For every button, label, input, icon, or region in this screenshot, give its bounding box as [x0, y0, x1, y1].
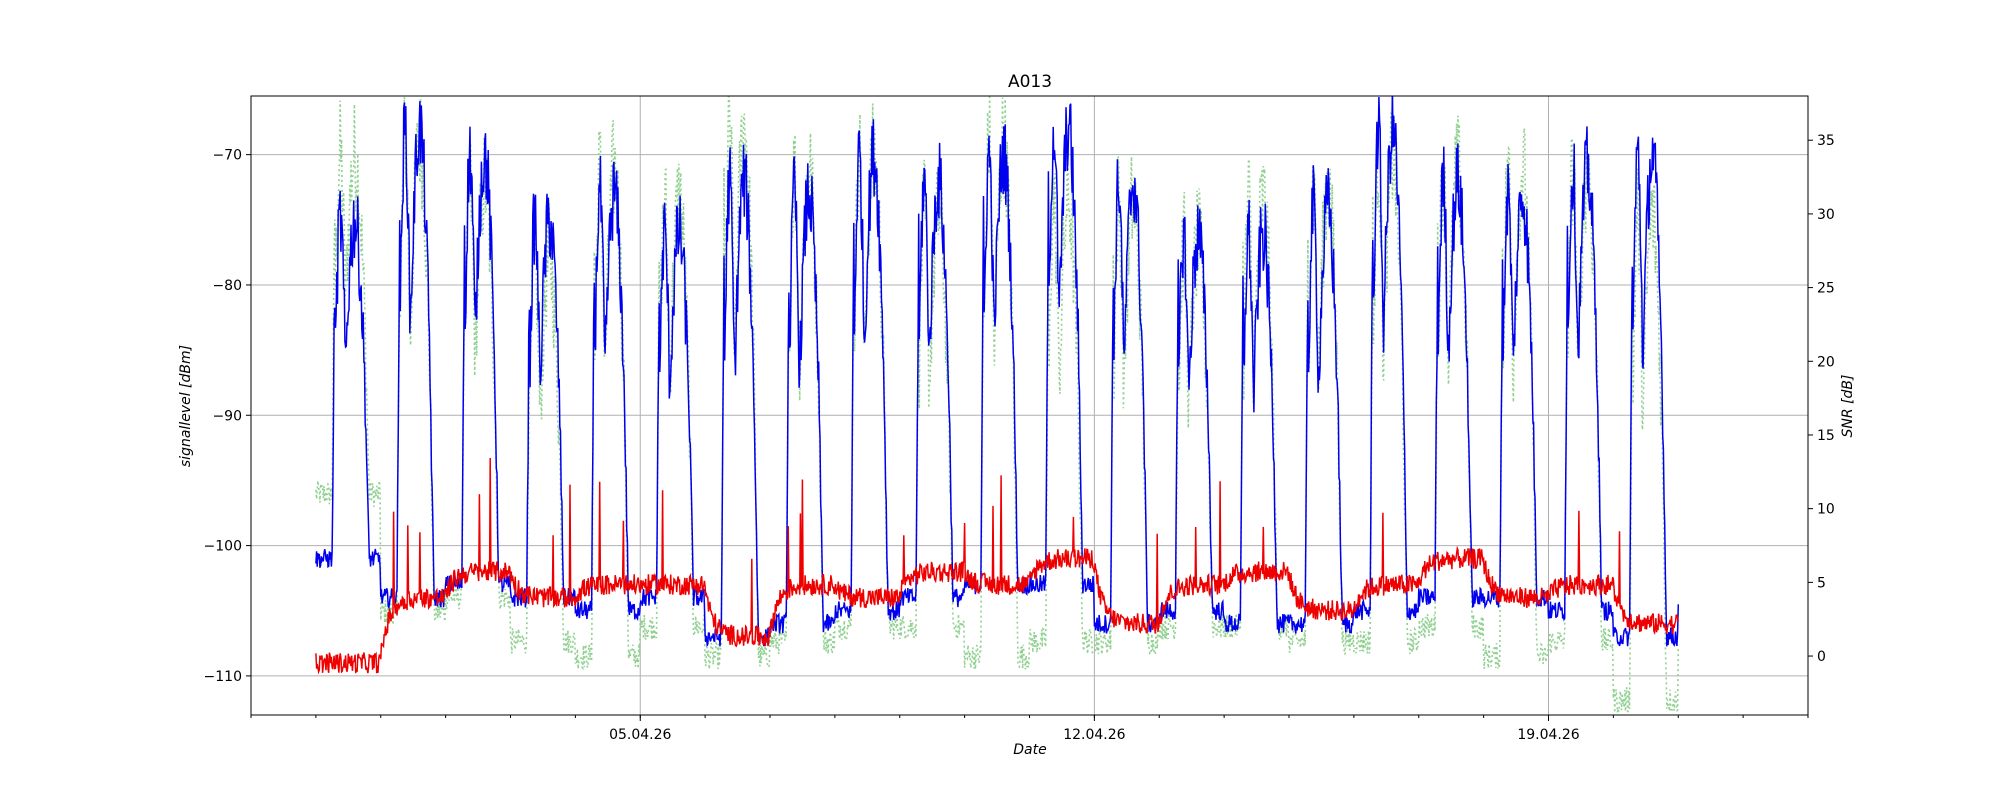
right-y-tick-label: 0: [1817, 649, 1826, 665]
right-y-tick-label: 35: [1817, 133, 1835, 149]
right-y-axis-label: SNR [dB]: [1840, 375, 1856, 438]
left-y-axis-label: signallevel [dBm]: [178, 345, 194, 467]
snr-line: [315, 96, 1680, 713]
left-y-tick-label: −80: [212, 278, 242, 294]
x-tick-label: 05.04.26: [609, 727, 671, 743]
x-axis-label: Date: [1013, 742, 1046, 758]
right-y-tick-label: 20: [1817, 354, 1835, 370]
grid: [251, 96, 1808, 715]
right-y-axis: 0 5 10 15 20 25 30 35: [1808, 133, 1835, 665]
chart-title: A013: [1008, 72, 1052, 92]
left-y-tick-label: −100: [204, 539, 242, 555]
left-y-tick-label: −110: [204, 669, 242, 685]
left-y-axis: −110 −100 −90 −80 −70: [204, 148, 251, 685]
series-noise: [315, 457, 1680, 675]
right-y-tick-label: 30: [1817, 207, 1835, 223]
right-y-tick-label: 15: [1817, 428, 1835, 444]
series-signal: [315, 96, 1680, 648]
right-y-tick-label: 10: [1817, 502, 1835, 518]
right-y-tick-label: 25: [1817, 281, 1835, 297]
series-snr: [315, 96, 1680, 713]
left-y-tick-label: −70: [212, 148, 242, 164]
signal-level-line: [315, 96, 1680, 648]
plot-area: [315, 96, 1680, 713]
x-axis: 05.04.26 12.04.26 19.04.26: [250, 715, 1809, 743]
x-tick-label: 12.04.26: [1063, 727, 1125, 743]
x-tick-label: 19.04.26: [1517, 727, 1579, 743]
noise-level-line: [315, 457, 1680, 675]
right-y-tick-label: 5: [1817, 575, 1826, 591]
left-y-tick-label: −90: [212, 408, 242, 424]
